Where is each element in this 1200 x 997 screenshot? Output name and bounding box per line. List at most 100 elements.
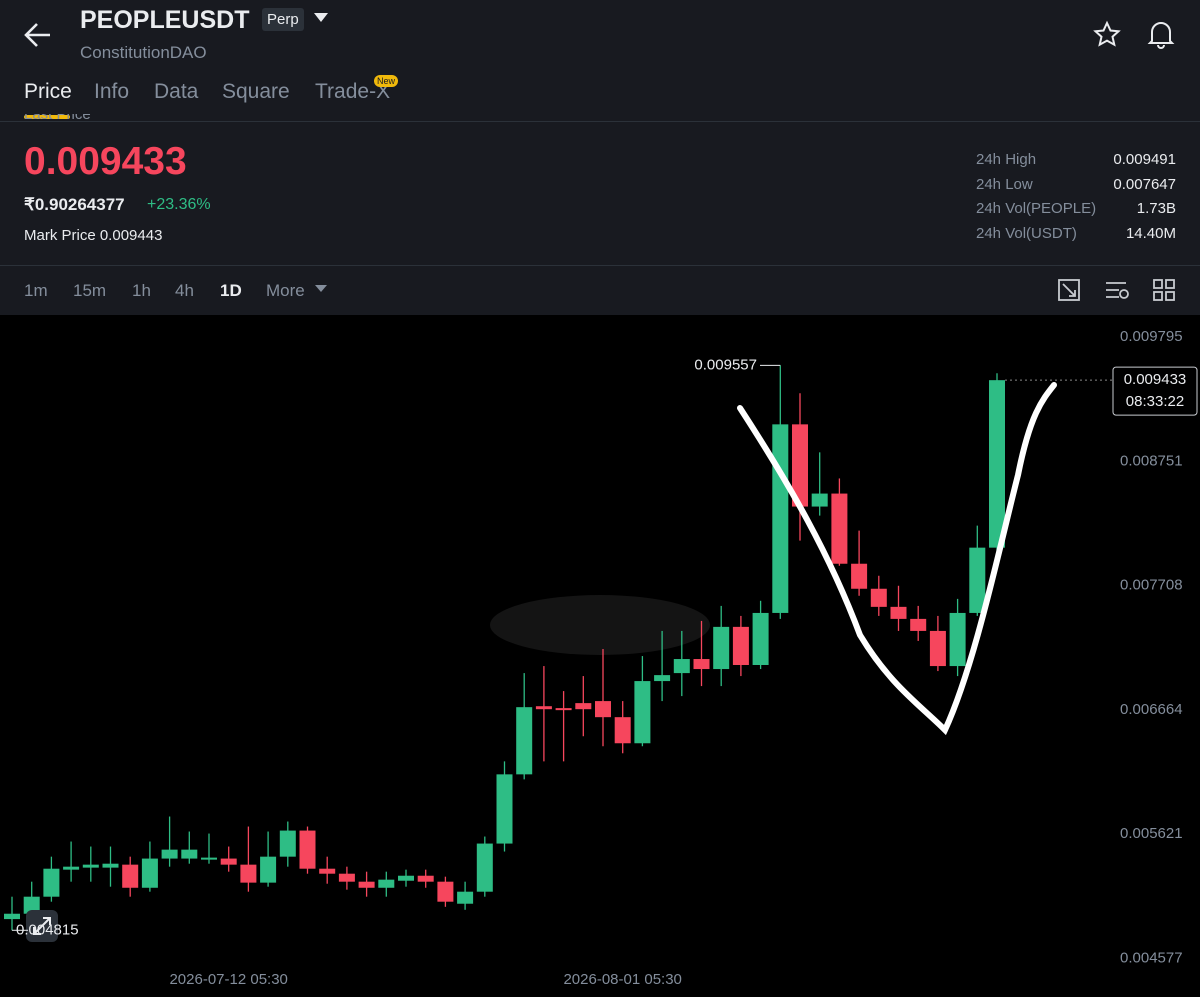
candle-body bbox=[260, 856, 277, 883]
candle-body bbox=[811, 493, 828, 507]
stat-label: 24h Low bbox=[976, 175, 1033, 193]
candle-body bbox=[496, 774, 513, 844]
candle-body bbox=[437, 881, 454, 902]
dropdown-icon[interactable] bbox=[315, 285, 327, 294]
interval[interactable]: 15m bbox=[73, 281, 107, 300]
stat-label: 24h Vol(PEOPLE) bbox=[976, 200, 1097, 217]
y-tick-label: 0.005621 bbox=[1120, 825, 1183, 842]
last-price-tag bbox=[1112, 366, 1198, 416]
candle-body bbox=[693, 659, 710, 670]
divider bbox=[0, 121, 1200, 122]
candle-body bbox=[279, 830, 296, 857]
interval[interactable]: 1D bbox=[220, 281, 242, 300]
last-price-tag-value: 0.009433 bbox=[1124, 371, 1187, 388]
candle-body bbox=[634, 681, 651, 744]
local-price: ₹0.90264377 bbox=[24, 195, 125, 214]
min-label: 0.004815 bbox=[16, 921, 79, 938]
watermark bbox=[490, 595, 710, 655]
candle-body bbox=[417, 875, 434, 882]
last-price: 0.009433 bbox=[24, 140, 187, 183]
candle-body bbox=[63, 866, 80, 870]
dropdown-icon[interactable] bbox=[314, 13, 328, 23]
stat-label: 24h High bbox=[976, 151, 1037, 168]
favorite-icon[interactable] bbox=[1092, 20, 1122, 50]
candle-body bbox=[378, 879, 395, 888]
stat-row: 24h High 0.009491 bbox=[976, 148, 1176, 173]
max-label: 0.009557 bbox=[694, 356, 757, 373]
stat-value: 14.40M bbox=[1125, 224, 1176, 242]
x-tick-label: 2026-07-12 05:30 bbox=[169, 971, 287, 988]
countdown: 08:33:22 bbox=[1126, 393, 1184, 410]
tab[interactable]: Price bbox=[24, 80, 72, 103]
stat-row: 24h Vol(PEOPLE) 1.73B bbox=[976, 197, 1176, 222]
candle-body bbox=[4, 913, 20, 920]
y-tick-label: 0.004577 bbox=[1120, 950, 1183, 967]
candle-body bbox=[851, 563, 868, 589]
candle-body bbox=[82, 864, 99, 868]
candle-body bbox=[161, 849, 178, 859]
candle-body bbox=[299, 830, 316, 869]
candle-body bbox=[614, 717, 631, 744]
tab[interactable]: Square bbox=[222, 80, 290, 103]
stat-row: 24h Vol(USDT) 14.40M bbox=[976, 222, 1176, 247]
perp-badge: Perp bbox=[262, 8, 304, 31]
candle-body bbox=[220, 858, 237, 865]
candle-body bbox=[792, 424, 808, 507]
candle-body bbox=[181, 849, 198, 859]
candle-body bbox=[516, 707, 533, 775]
stat-value: 1.73B bbox=[1136, 200, 1176, 217]
candle-body bbox=[595, 701, 611, 718]
mark-price: Mark Price 0.009443 bbox=[24, 227, 163, 244]
y-tick-label: 0.008751 bbox=[1120, 452, 1183, 469]
candle-body bbox=[772, 424, 789, 613]
candle-body bbox=[535, 706, 552, 710]
candle-body bbox=[457, 891, 474, 904]
chart-tools[interactable] bbox=[1056, 277, 1180, 303]
stats: 24h High 0.009491 24h Low 0.007647 24h Vol… bbox=[976, 148, 1176, 246]
candle-body bbox=[969, 547, 986, 613]
tab[interactable]: Trade-X bbox=[315, 80, 391, 103]
candle-body bbox=[713, 626, 730, 670]
interval[interactable]: 4h bbox=[175, 281, 194, 300]
candlestick-chart: 0.009795 0.008751 0.007708 0.006664 0.005621… bbox=[0, 315, 1200, 997]
candle-body bbox=[910, 618, 927, 631]
stat-value: 0.009491 bbox=[1113, 151, 1176, 168]
symbol-title[interactable]: PEOPLEUSDT bbox=[80, 6, 250, 34]
interval[interactable]: 1m bbox=[24, 281, 48, 300]
candle-body bbox=[555, 708, 572, 711]
interval[interactable]: More bbox=[266, 281, 305, 300]
candle-body bbox=[929, 630, 946, 667]
candle-body bbox=[673, 659, 690, 674]
y-tick-label: 0.009795 bbox=[1120, 328, 1183, 345]
tab[interactable]: Info bbox=[94, 80, 130, 103]
candle-body bbox=[890, 606, 907, 619]
expand-icon bbox=[33, 917, 51, 935]
candle-body bbox=[752, 612, 769, 665]
symbol-subtitle: ConstitutionDAO bbox=[80, 43, 207, 62]
interval[interactable]: 1h bbox=[132, 281, 151, 300]
candle-body bbox=[870, 588, 887, 607]
divider bbox=[0, 265, 1200, 266]
candle-body bbox=[654, 675, 671, 682]
y-tick-label: 0.006664 bbox=[1120, 701, 1183, 718]
candle-body bbox=[122, 864, 139, 888]
candle-body bbox=[732, 626, 749, 665]
candle-body bbox=[989, 380, 1005, 548]
candle-body bbox=[949, 612, 966, 667]
candle-body bbox=[102, 863, 119, 868]
hand-drawn-annotation bbox=[737, 382, 1057, 736]
alert-icon[interactable] bbox=[1146, 18, 1176, 50]
back-button[interactable] bbox=[22, 20, 54, 50]
candle-body bbox=[240, 864, 257, 883]
stat-value: 0.007647 bbox=[1113, 175, 1176, 193]
candle-body bbox=[338, 873, 355, 882]
candle-body bbox=[575, 703, 592, 710]
candle-body bbox=[319, 868, 336, 874]
price-change: +23.36% bbox=[147, 196, 211, 213]
candle-body bbox=[831, 493, 848, 564]
tab[interactable]: Data bbox=[154, 80, 199, 103]
candle-body bbox=[141, 858, 158, 888]
candle-body bbox=[398, 875, 414, 881]
candle-body bbox=[476, 843, 493, 892]
